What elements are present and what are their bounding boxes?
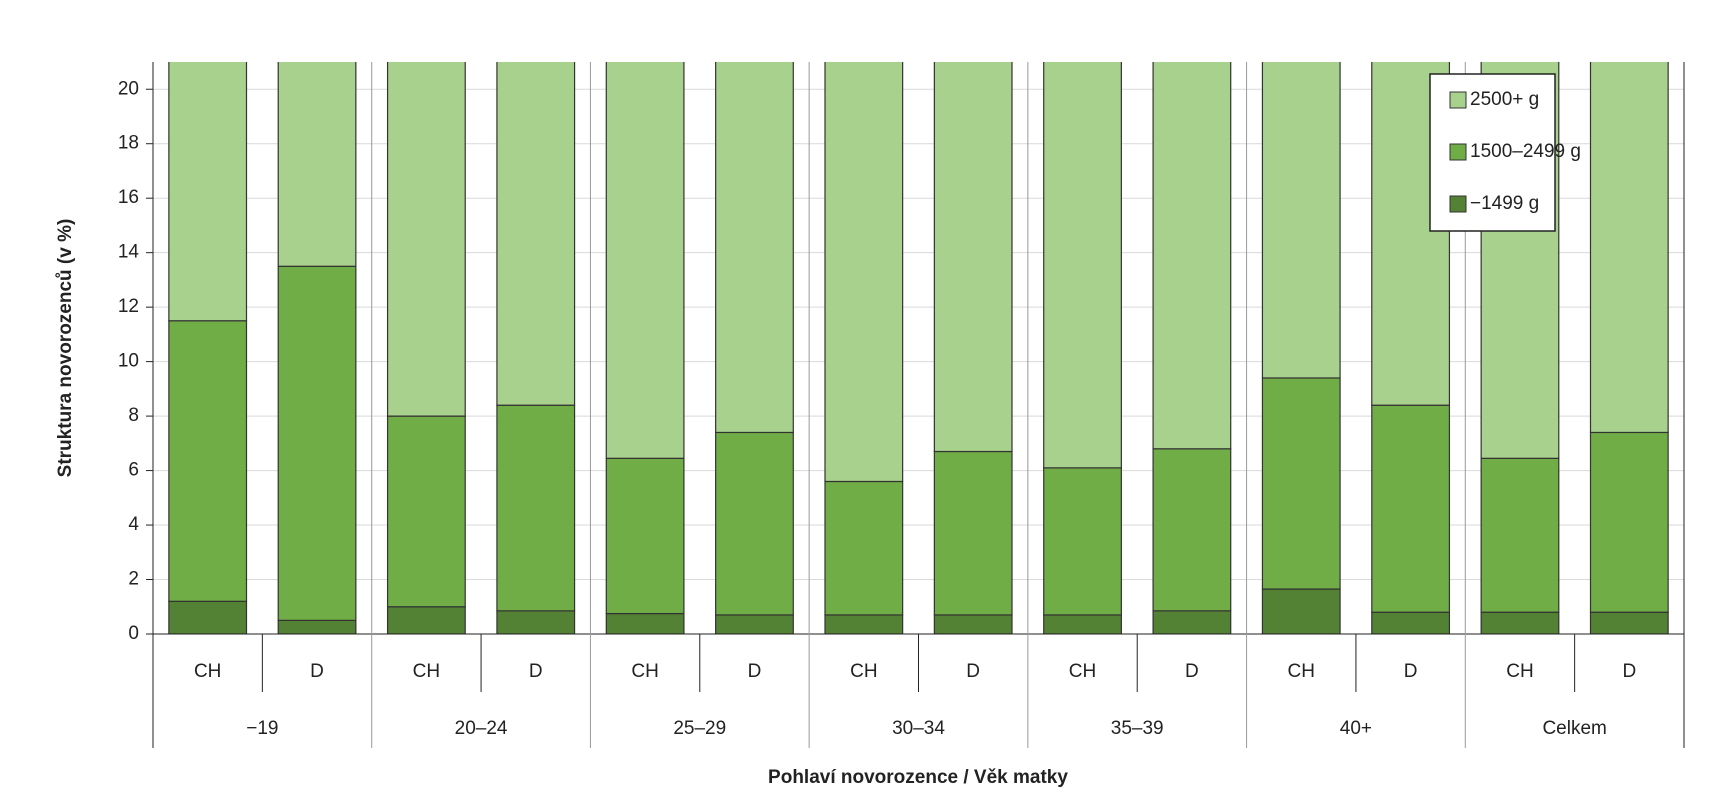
bar-segment xyxy=(1152,448,1232,612)
legend-swatch xyxy=(1449,91,1467,109)
x-tick-label: D xyxy=(748,661,762,682)
y-tick-label: 20 xyxy=(118,78,139,99)
bar-segment xyxy=(715,62,794,434)
legend-swatch xyxy=(1449,143,1467,161)
x-tick-label: CH xyxy=(631,661,658,682)
y-tick-label: 12 xyxy=(118,296,139,317)
y-tick-label: 0 xyxy=(128,623,139,644)
bar-segment xyxy=(715,431,794,616)
bar-segment xyxy=(1043,62,1122,469)
x-tick-label: CH xyxy=(1288,661,1315,682)
bar-segment xyxy=(824,480,904,616)
group-label: 35–39 xyxy=(1111,718,1164,739)
x-axis-title: Pohlaví novorozence / Věk matky xyxy=(768,767,1068,788)
bar-segment xyxy=(1152,610,1232,634)
bar-segment xyxy=(933,62,1013,453)
x-tick-label: D xyxy=(529,661,543,682)
bar-segment xyxy=(1480,457,1560,613)
bars xyxy=(168,62,1669,634)
bar-segment xyxy=(168,600,248,634)
bar-segment xyxy=(1261,62,1341,379)
bar-segment xyxy=(496,610,576,634)
x-tick-label: D xyxy=(310,661,324,682)
x-tick-label: D xyxy=(966,661,980,682)
legend-label: 1500–2499 g xyxy=(1470,141,1581,162)
bar-segment xyxy=(168,320,248,602)
y-tick-label: 18 xyxy=(118,133,139,154)
bar-segment xyxy=(1043,467,1122,616)
x-tick-label: D xyxy=(1185,661,1199,682)
bar-segment xyxy=(1261,588,1341,634)
bar-segment xyxy=(605,457,685,615)
legend-label: −1499 g xyxy=(1470,193,1539,214)
group-label: 20–24 xyxy=(455,718,508,739)
bar-segment xyxy=(496,404,576,612)
bar-segment xyxy=(824,62,904,483)
x-tick-label: CH xyxy=(1069,661,1096,682)
bar-segment xyxy=(1371,404,1451,613)
bar-segment xyxy=(1480,611,1560,634)
bar-segment xyxy=(277,619,357,634)
x-tick-label: D xyxy=(1404,661,1418,682)
bar-segment xyxy=(386,415,466,608)
bar-segment xyxy=(1043,614,1122,634)
y-tick-label: 16 xyxy=(118,187,139,208)
x-tick-label: CH xyxy=(194,661,221,682)
bar-segment xyxy=(277,62,357,267)
bar-segment xyxy=(386,606,466,634)
bar-segment xyxy=(1589,431,1669,613)
group-label: Celkem xyxy=(1542,718,1606,739)
bar-segment xyxy=(496,62,576,406)
group-label: −19 xyxy=(246,718,278,739)
y-tick-label: 6 xyxy=(128,460,139,481)
bar-segment xyxy=(1371,611,1451,634)
bar-segment xyxy=(1261,377,1341,590)
x-tick-label: D xyxy=(1622,661,1636,682)
legend-label: 2500+ g xyxy=(1470,89,1539,110)
y-tick-label: 14 xyxy=(118,242,140,263)
group-label: 30–34 xyxy=(892,718,945,739)
bar-segment xyxy=(605,612,685,634)
bar-segment xyxy=(715,614,794,634)
y-tick-label: 8 xyxy=(128,405,139,426)
x-tick-label: CH xyxy=(850,661,877,682)
bar-segment xyxy=(1152,62,1232,450)
y-tick-label: 2 xyxy=(128,569,139,590)
y-tick-label: 4 xyxy=(128,514,139,535)
y-tick-label: 10 xyxy=(118,351,139,372)
group-label: 40+ xyxy=(1340,718,1372,739)
bar-segment xyxy=(1589,611,1669,634)
bar-segment xyxy=(824,614,904,634)
x-tick-label: CH xyxy=(413,661,440,682)
bar-segment xyxy=(277,265,357,621)
bar-segment xyxy=(386,62,466,417)
bar-segment xyxy=(605,62,685,459)
y-axis-title: Struktura novorozenců (v %) xyxy=(55,219,76,478)
bar-segment xyxy=(1589,62,1669,434)
bar-segment xyxy=(933,450,1013,616)
x-tick-label: CH xyxy=(1506,661,1533,682)
legend-swatch xyxy=(1449,195,1467,213)
bar-segment xyxy=(168,62,248,322)
group-label: 25–29 xyxy=(673,718,726,739)
bar-segment xyxy=(933,614,1013,634)
